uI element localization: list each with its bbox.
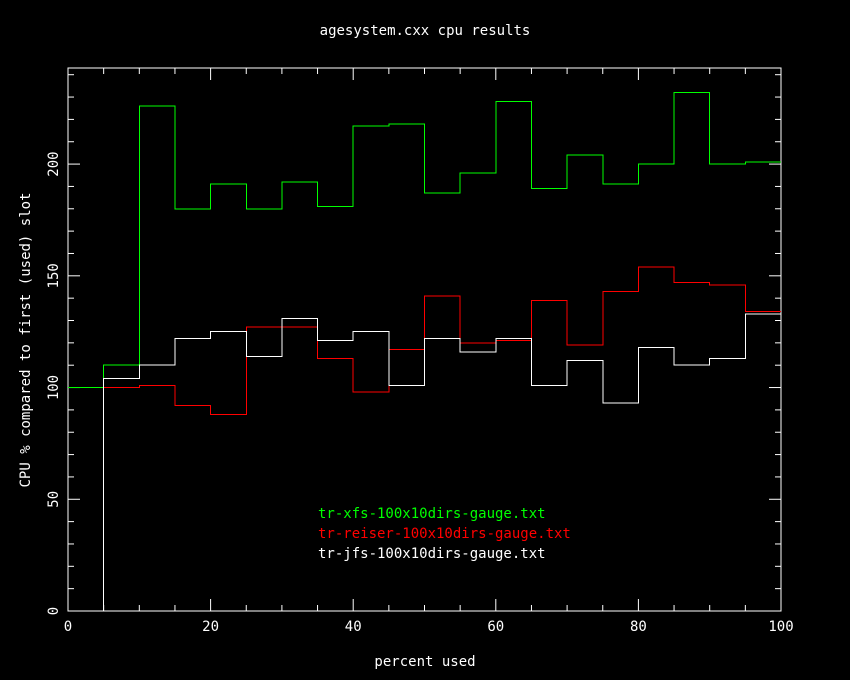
y-tick-label: 100 [46,375,62,400]
legend-entry-reiser: tr-reiser-100x10dirs-gauge.txt [318,526,571,542]
y-axis-label: CPU % compared to first (used) slot [18,192,34,487]
y-tick-label: 150 [46,263,62,288]
x-tick-label: 20 [202,619,219,635]
x-tick-label: 60 [487,619,504,635]
series-line-xfs [68,92,781,389]
y-tick-label: 50 [46,491,62,508]
legend: tr-xfs-100x10dirs-gauge.txt tr-reiser-100… [318,506,571,562]
series-line-jfs [68,313,781,612]
series-line-reiser [68,266,781,612]
chart-title: agesystem.cxx cpu results [320,23,531,39]
x-axis-label: percent used [374,654,475,670]
legend-entry-xfs: tr-xfs-100x10dirs-gauge.txt [318,506,546,522]
x-tick-label: 0 [64,619,72,635]
axis-ticks: 0 20 40 60 80 100 0 50 100 150 200 [46,68,794,635]
series-lines [68,92,781,612]
y-tick-label: 200 [46,151,62,176]
legend-entry-jfs: tr-jfs-100x10dirs-gauge.txt [318,546,546,562]
x-tick-label: 100 [768,619,793,635]
y-tick-label: 0 [46,607,62,615]
x-tick-label: 80 [630,619,647,635]
x-tick-label: 40 [345,619,362,635]
